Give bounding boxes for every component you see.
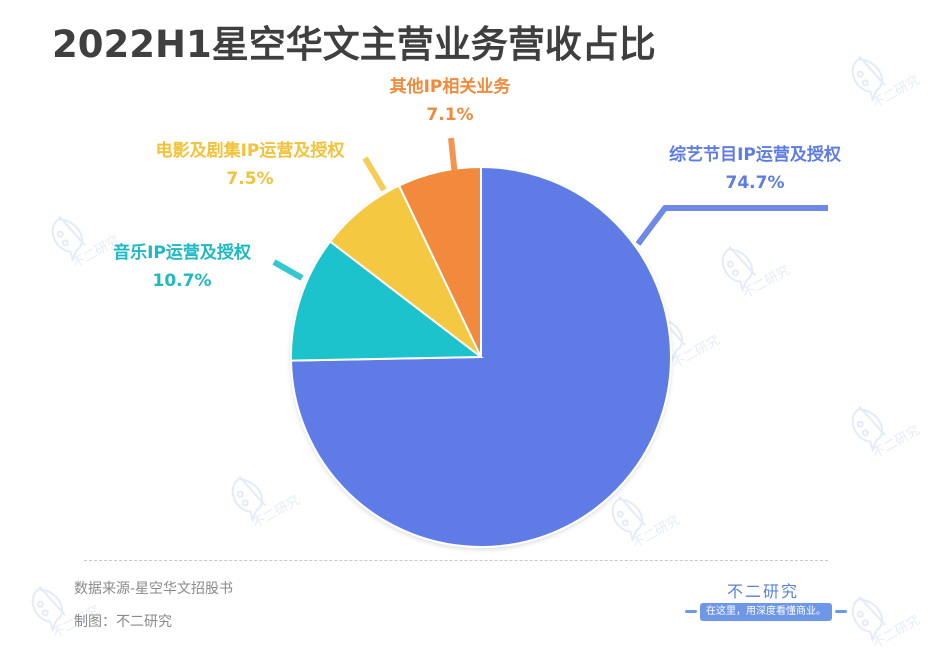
slogan-dash-right: [835, 610, 847, 613]
label-film: 电影及剧集IP运营及授权 7.5%: [130, 140, 370, 190]
label-other: 其他IP相关业务 7.1%: [360, 76, 540, 126]
leader-line: [448, 137, 458, 177]
pie-slice-3: [397, 165, 482, 358]
label-variety-name: 综艺节目IP运营及授权: [669, 145, 841, 165]
leader-line: [635, 205, 828, 246]
label-music-name: 音乐IP运营及授权: [113, 243, 251, 263]
data-source: 数据来源-星空华文招股书: [74, 581, 234, 597]
label-other-pct: 7.1%: [426, 105, 474, 125]
leader-line: [362, 156, 387, 192]
pie-slices: [290, 165, 672, 548]
chart-title: 2022H1星空华文主营业务营收占比: [52, 23, 656, 66]
footer-divider: [84, 560, 828, 561]
leader-line: [272, 259, 304, 281]
label-music: 音乐IP运营及授权 10.7%: [92, 242, 272, 292]
brand-slogan: 在这里，用深度看懂商业。: [700, 603, 832, 621]
pie-slice-1: [290, 240, 484, 362]
brand-logo-text: 不二研究: [726, 582, 799, 601]
label-film-name: 电影及剧集IP运营及授权: [155, 141, 345, 161]
slogan-dash-left: [685, 610, 697, 613]
leader-lines: [272, 137, 828, 281]
chart-credit: 制图：不二研究: [74, 614, 172, 630]
label-variety: 综艺节目IP运营及授权 74.7%: [640, 144, 870, 194]
label-variety-pct: 74.7%: [725, 173, 785, 193]
label-other-name: 其他IP相关业务: [389, 77, 511, 97]
label-music-pct: 10.7%: [152, 271, 212, 291]
label-film-pct: 7.5%: [226, 169, 274, 189]
